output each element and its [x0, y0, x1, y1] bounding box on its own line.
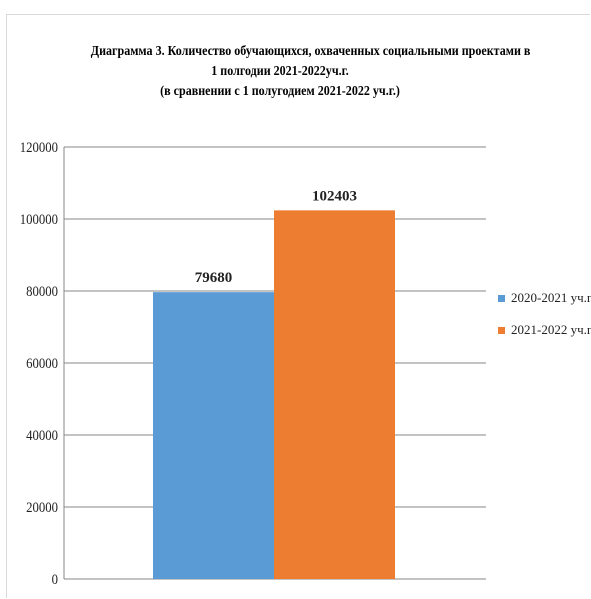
bar-series-2	[274, 210, 395, 580]
y-tick-label-80000: 80000	[26, 284, 58, 300]
chart-title-line-2: 1 полгодии 2021-2022уч.г.	[211, 64, 349, 79]
legend: 2020-2021 уч.г. 2021-2022 уч.г.	[498, 288, 591, 352]
chart-title-line-1: Диаграмма 3. Количество обучающихся, охв…	[90, 44, 531, 59]
data-label-series-2: 102403	[312, 188, 357, 204]
legend-label-2020-2021: 2020-2021 уч.г.	[511, 290, 591, 305]
data-label-series-1: 79680	[195, 270, 233, 286]
legend-label-2021-2022: 2021-2022 уч.г.	[511, 322, 591, 337]
legend-item-2020-2021: 2020-2021 уч.г.	[498, 288, 591, 308]
legend-swatch-2020-2021	[498, 294, 505, 302]
y-tick-label-40000: 40000	[26, 428, 58, 444]
bar-series-1	[153, 292, 274, 579]
y-tick-label-0: 0	[52, 572, 58, 588]
y-tick-label-20000: 20000	[26, 500, 58, 516]
y-tick-label-60000: 60000	[26, 356, 58, 372]
chart-frame	[6, 14, 590, 598]
y-tick-label-120000: 120000	[20, 140, 58, 156]
chart-title: Диаграмма 3. Количество обучающихся, охв…	[90, 42, 531, 102]
legend-item-2021-2022: 2021-2022 уч.г.	[498, 320, 591, 340]
y-tick-label-100000: 100000	[20, 212, 58, 228]
chart-title-line-3: (в сравнении с 1 полугодием 2021-2022 уч…	[160, 84, 400, 99]
legend-swatch-2021-2022	[498, 326, 505, 334]
